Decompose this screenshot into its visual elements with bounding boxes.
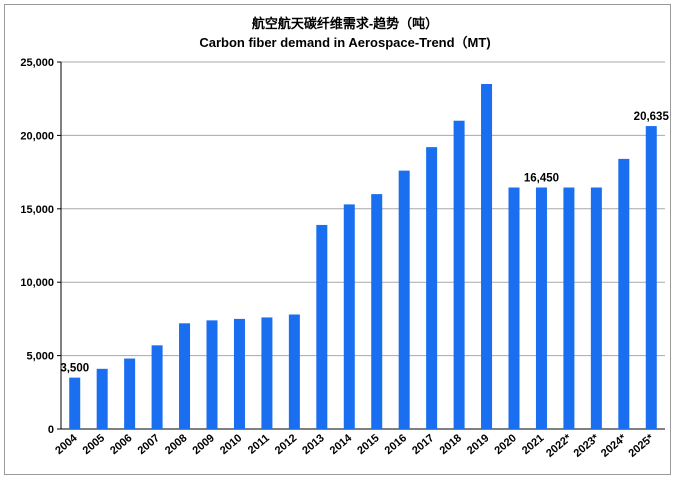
bar — [179, 323, 191, 429]
x-tick-label: 2020 — [492, 432, 518, 457]
bar — [590, 187, 602, 429]
chart-subtitle: Carbon fiber demand in Aerospace-Trend（M… — [199, 35, 490, 50]
x-tick-label: 2013 — [300, 432, 326, 457]
x-tick-label: 2009 — [190, 432, 216, 457]
bar — [645, 126, 657, 430]
y-tick-label: 0 — [48, 424, 54, 436]
bar — [453, 120, 465, 429]
bar — [508, 187, 520, 429]
bar — [124, 358, 136, 429]
chart-title: 航空航天碳纤维需求-趋势（吨） — [252, 16, 438, 31]
bar — [261, 317, 273, 429]
x-tick-label: 2006 — [108, 432, 134, 457]
y-tick-label: 20,000 — [20, 130, 54, 142]
x-tick-label: 2014 — [328, 432, 355, 457]
x-tick-label: 2004 — [53, 432, 80, 457]
bar — [151, 345, 163, 429]
data-labels: 3,500 16,450 20,635 — [60, 111, 669, 375]
bar — [206, 320, 218, 429]
data-label: 20,635 — [634, 111, 670, 123]
x-tick-label: 2008 — [163, 432, 189, 457]
bar — [618, 158, 630, 429]
x-axis-ticks: 2004 2005 2006 2007 2008 2009 2010 2011 2012 2013… — [53, 432, 657, 460]
bar — [563, 187, 575, 429]
bar — [371, 194, 383, 429]
x-tick-label: 2017 — [410, 432, 436, 457]
bar — [69, 377, 81, 429]
x-tick-label: 2018 — [438, 432, 464, 457]
bar — [288, 314, 300, 429]
bar — [535, 187, 547, 429]
y-tick-label: 15,000 — [20, 204, 54, 216]
bar — [398, 170, 410, 429]
x-tick-label: 2022* — [544, 432, 574, 460]
y-tick-label: 5,000 — [26, 351, 54, 363]
x-tick-label: 2025* — [626, 432, 656, 460]
bar — [233, 318, 245, 429]
y-tick-label: 10,000 — [20, 277, 54, 289]
x-tick-label: 2021 — [520, 432, 546, 457]
chart-frame: 航空航天碳纤维需求-趋势（吨） Carbon fiber demand in A… — [4, 4, 671, 475]
bar — [343, 204, 355, 429]
data-label: 3,500 — [60, 363, 89, 375]
x-tick-label: 2011 — [246, 432, 272, 457]
y-axis-ticks: 0 5,000 10,000 15,000 20,000 25,000 — [20, 57, 61, 436]
x-tick-label: 2005 — [81, 432, 107, 457]
bar — [316, 224, 328, 429]
x-tick-label: 2024* — [599, 432, 629, 460]
x-tick-label: 2010 — [218, 432, 244, 457]
y-tick-label: 25,000 — [20, 57, 54, 69]
bar — [426, 147, 438, 430]
bars — [69, 84, 657, 430]
bar-chart: 航空航天碳纤维需求-趋势（吨） Carbon fiber demand in A… — [20, 16, 669, 460]
x-tick-label: 2012 — [273, 432, 299, 457]
x-tick-label: 2007 — [136, 432, 162, 457]
x-tick-label: 2015 — [355, 432, 381, 457]
bar — [96, 368, 108, 429]
data-label: 16,450 — [524, 173, 559, 185]
x-tick-label: 2023* — [572, 432, 602, 460]
x-tick-label: 2019 — [465, 432, 491, 457]
bar — [481, 84, 493, 430]
x-tick-label: 2016 — [383, 432, 409, 457]
